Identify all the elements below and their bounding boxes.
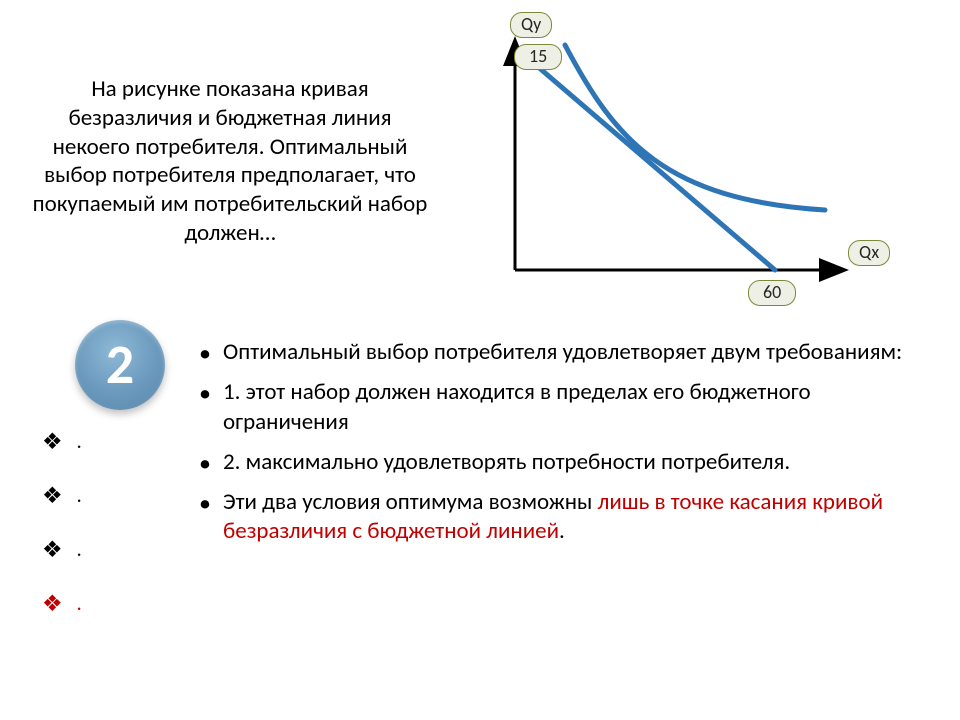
answer-prefix: Эти два условия оптимума возможны <box>223 488 598 516</box>
axis-label-qx: Qx <box>848 240 890 266</box>
answer-item-highlight: Эти два условия оптимума возможны лишь в… <box>195 488 925 548</box>
diamond-icon: ❖ <box>42 485 63 508</box>
answer-item: 2. максимально удовлетворять потребности… <box>195 448 925 478</box>
answer-number-badge: 2 <box>75 320 165 410</box>
answer-item: 1. этот набор должен находится в предела… <box>195 378 925 438</box>
indifference-curve <box>565 45 825 210</box>
answer-list: Оптимальный выбор потребителя удовлетвор… <box>195 338 925 547</box>
slide: На рисунке показана кривая безразличия и… <box>0 0 960 720</box>
option-label: . <box>77 484 82 508</box>
y-intercept-label: 15 <box>514 44 562 70</box>
diamond-icon: ❖ <box>42 539 63 562</box>
option-marker-correct: ❖ . <box>42 592 172 616</box>
option-label: . <box>77 538 82 562</box>
option-marker-list: ❖ . ❖ . ❖ . ❖ . <box>42 430 172 646</box>
answer-area: Оптимальный выбор потребителя удовлетвор… <box>195 338 925 557</box>
option-label: . <box>77 430 82 454</box>
x-intercept-label: 60 <box>748 280 796 306</box>
budget-line <box>530 60 775 270</box>
answer-suffix: . <box>559 517 565 545</box>
question-text: На рисунке показана кривая безразличия и… <box>30 75 430 248</box>
diamond-icon: ❖ <box>42 431 63 454</box>
option-marker: ❖ . <box>42 538 172 562</box>
option-label: . <box>77 592 82 616</box>
diamond-icon: ❖ <box>42 593 63 616</box>
answer-item: Оптимальный выбор потребителя удовлетвор… <box>195 338 925 368</box>
option-marker: ❖ . <box>42 430 172 454</box>
axis-label-qy: Qy <box>510 12 552 38</box>
option-marker: ❖ . <box>42 484 172 508</box>
